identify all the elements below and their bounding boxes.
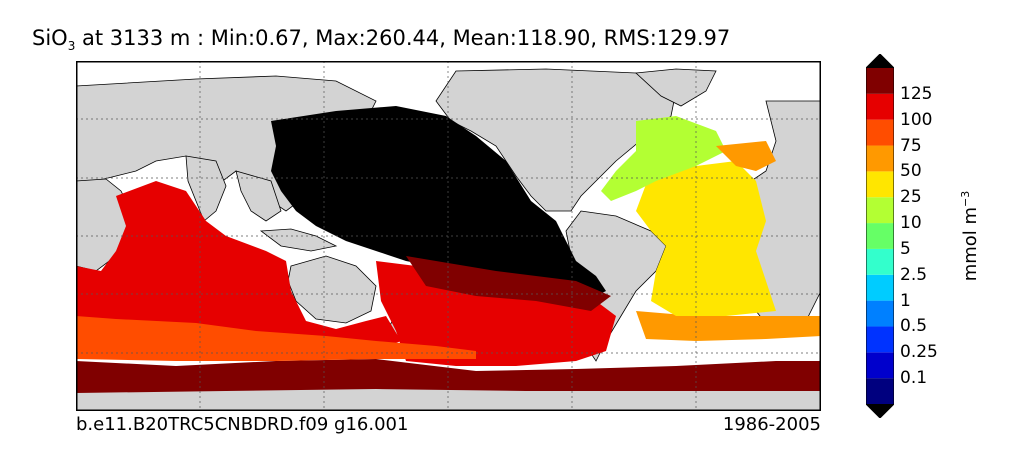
colorbar-tick-label: 2.5 [900,264,928,285]
case-name: b.e11.B20TRC5CNBDRD.f09 g16.001 [76,414,409,435]
colorbar-bin [866,197,894,224]
colorbar-bin [866,93,894,120]
colorbar-label-main: mmol m [960,206,981,282]
colorbar-bin [866,248,894,275]
colorbar-tick-label: 75 [900,135,922,156]
colorbar-tick-label: 50 [900,161,922,182]
region-orange-atl [636,311,821,341]
colorbar-bin [866,171,894,198]
land-indonesia [259,228,338,252]
title-stats: at 3133 m : Min:0.67, Max:260.44, Mean:1… [75,26,731,50]
chart-title: SiO3 at 3133 m : Min:0.67, Max:260.44, M… [32,26,730,53]
region-pacific [271,106,606,301]
colorbar [866,54,894,418]
colorbar-extend-max [866,54,894,68]
title-variable: SiO [32,26,68,50]
land-india [185,155,227,222]
colorbar-tick-label: 0.5 [900,316,928,337]
colorbar-bin [866,145,894,172]
region-orange-south [76,316,476,361]
land-australia [287,255,377,324]
grid-lines [76,61,821,411]
colorbar-tick-label: 0.1 [900,368,928,389]
colorbar-tick-label: 25 [900,187,922,208]
colorbar-tick-label: 125 [900,83,933,104]
date-range: 1986-2005 [722,414,821,435]
colorbar-tick-label: 5 [900,238,911,259]
colorbar-bin [866,378,894,404]
colorbar-bin [866,223,894,249]
colorbar-label: mmol m−3 [959,191,981,282]
colorbar-bin [866,274,894,301]
land-se-asia [235,170,282,222]
colorbar-tick-label: 0.25 [900,342,938,363]
colorbar-bin [866,352,894,379]
region-darkred-pacific [406,256,611,311]
region-atlantic-orange [716,141,776,171]
colorbar-bin [866,119,894,146]
colorbar-label-sup: −3 [959,190,972,207]
region-atlantic-lightgreen [601,116,726,201]
region-indian [76,181,401,356]
colorbar-tick-label: 10 [900,213,922,234]
colorbar-bin [866,326,894,353]
colorbar-bin [866,300,894,327]
colorbar-tick-label: 100 [900,109,933,130]
colorbar-tick-label: 1 [900,290,911,311]
title-subscript: 3 [67,39,76,54]
colorbar-bin [866,68,894,94]
region-atlantic-yellow [636,161,776,316]
map-plot [76,61,821,411]
colorbar-extend-min [866,404,894,418]
region-darkred-south [76,359,821,393]
map-frame [76,61,821,411]
